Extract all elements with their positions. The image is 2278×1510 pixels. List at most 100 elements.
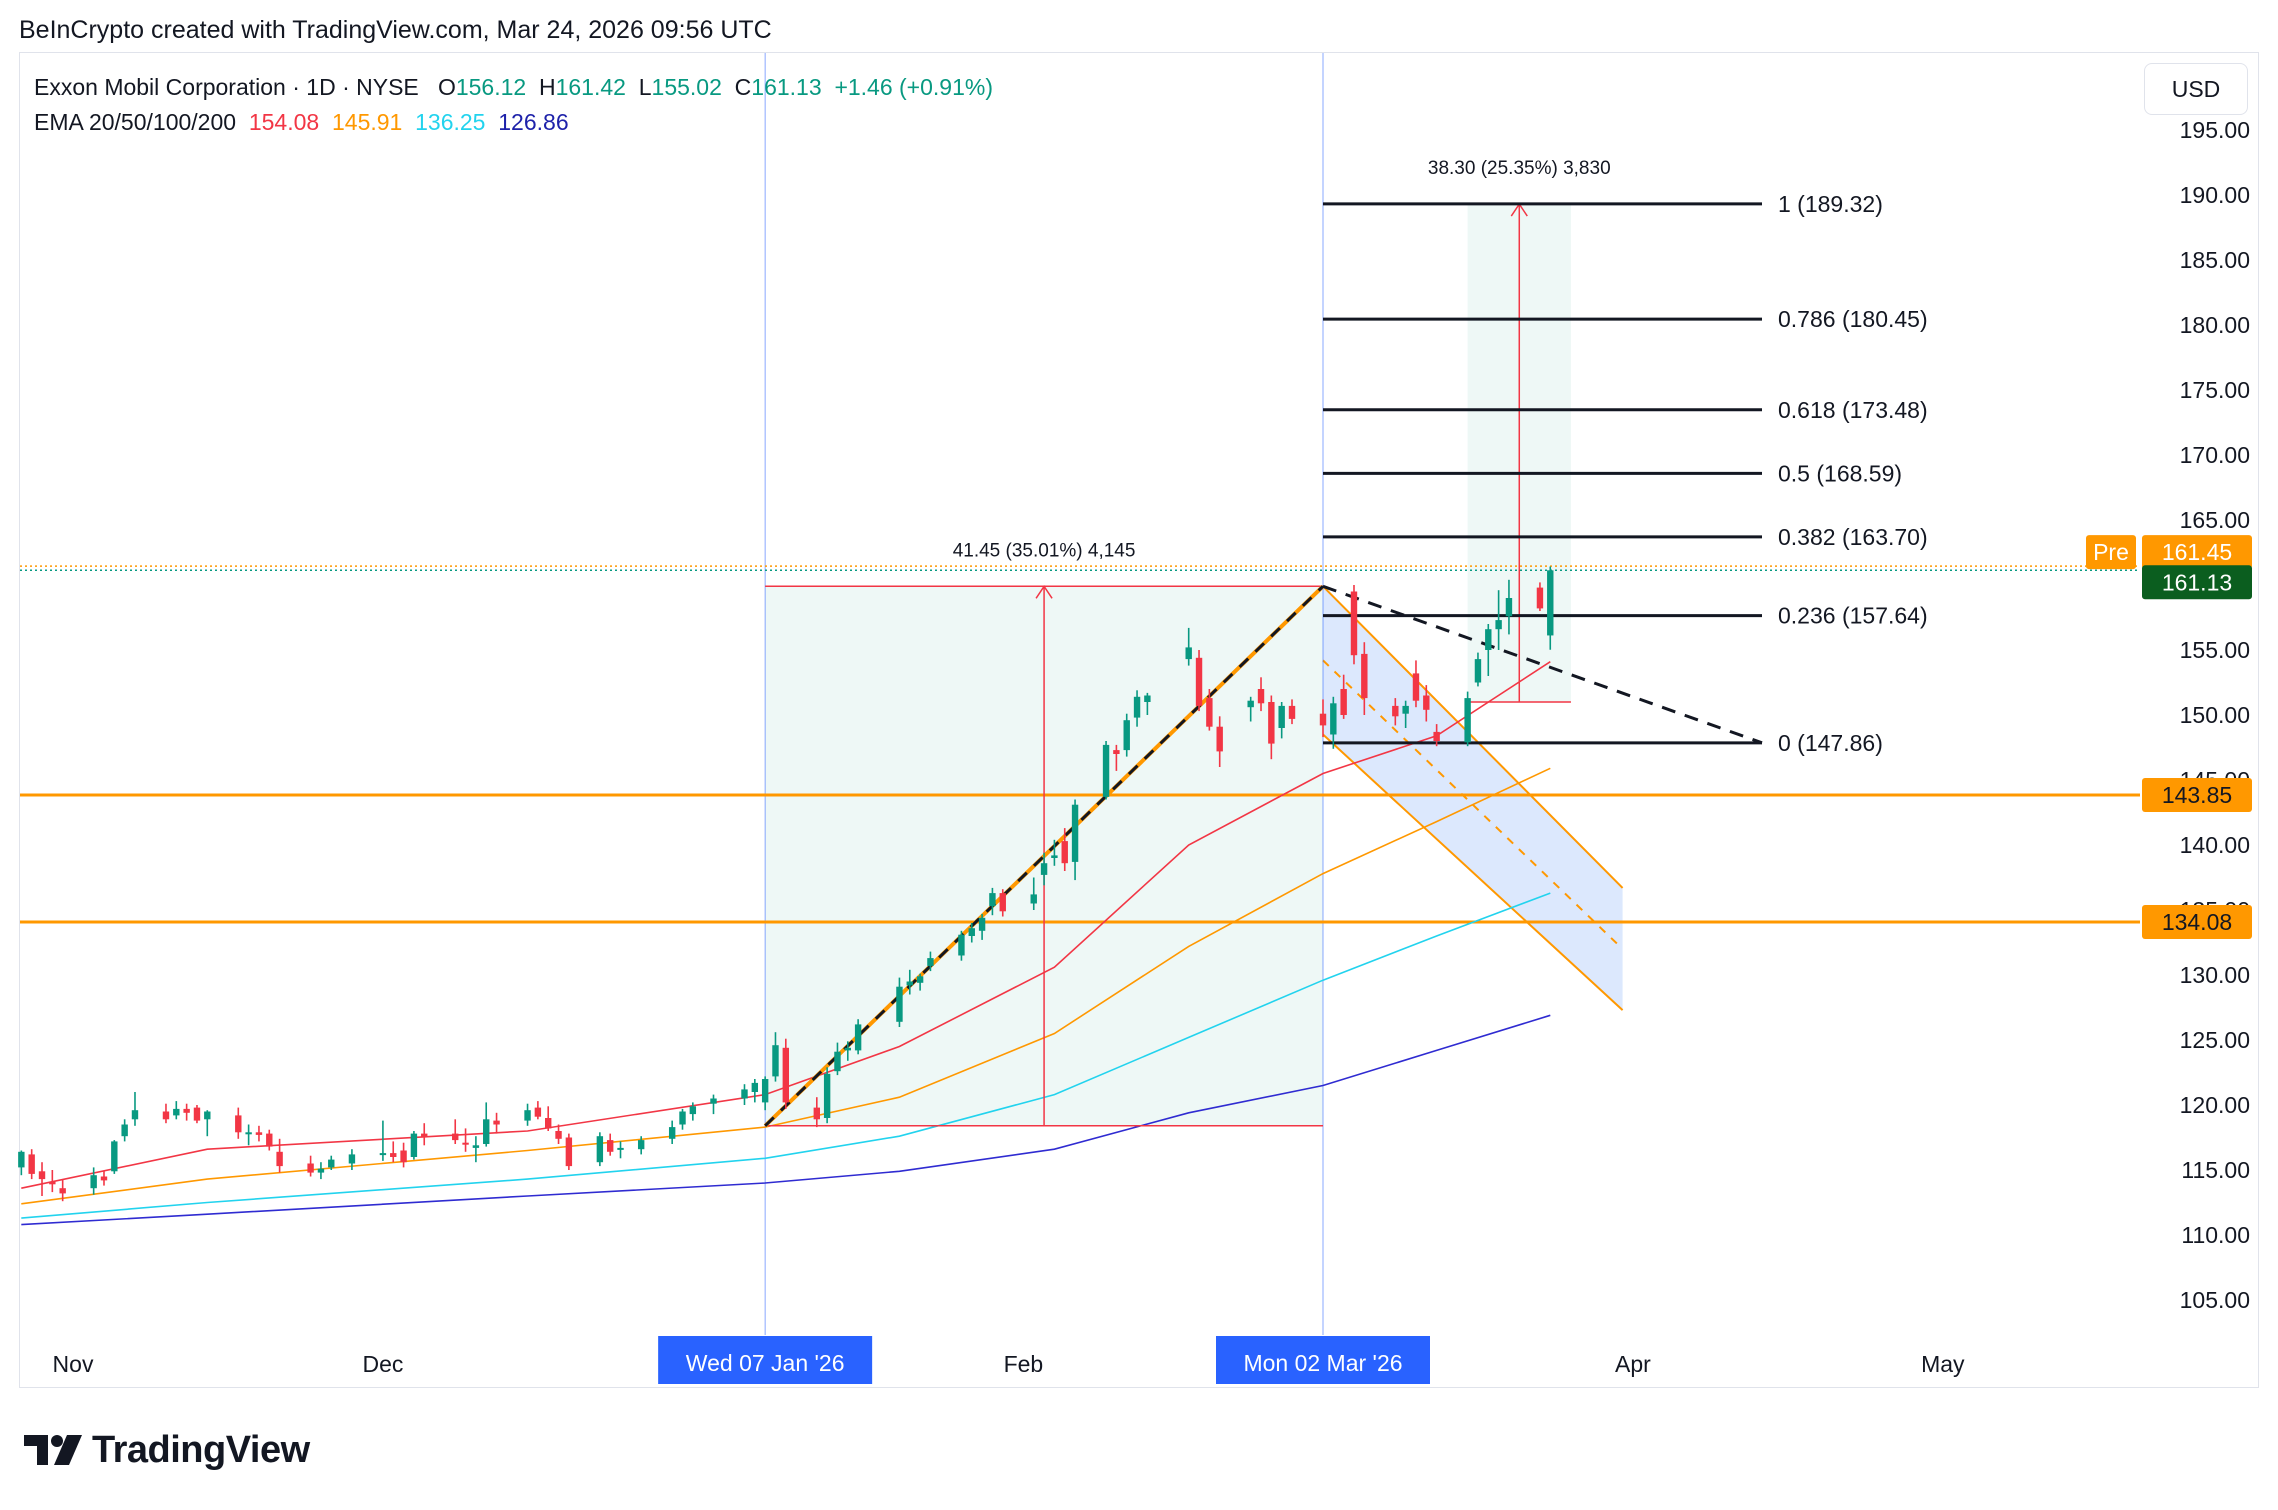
candle-body bbox=[348, 1154, 356, 1164]
candle-body bbox=[1474, 659, 1482, 683]
candle-body bbox=[1123, 720, 1130, 751]
brand-name: TradingView bbox=[92, 1428, 310, 1471]
candle-body bbox=[751, 1082, 759, 1092]
candle-body bbox=[1278, 705, 1285, 728]
candle-body bbox=[1536, 587, 1544, 609]
open-label: O bbox=[437, 74, 456, 100]
premarket-badge bbox=[2086, 535, 2136, 570]
candle-body bbox=[989, 893, 996, 907]
candle-body bbox=[1030, 894, 1037, 904]
candle-body bbox=[1412, 673, 1420, 701]
candle-body bbox=[131, 1110, 139, 1120]
candle-body bbox=[834, 1051, 841, 1072]
y-tick-label: 140.00 bbox=[2180, 832, 2250, 858]
candle-body bbox=[1392, 705, 1399, 717]
candle-body bbox=[235, 1115, 242, 1133]
candle-body bbox=[968, 928, 975, 936]
candle-body bbox=[1102, 744, 1110, 797]
candle-body bbox=[565, 1137, 573, 1167]
high-value: 161.42 bbox=[555, 74, 626, 100]
symbol-label: Exxon Mobil Corporation · 1D · NYSE bbox=[34, 74, 419, 100]
ema50-value: 145.91 bbox=[331, 109, 403, 135]
candle-body bbox=[390, 1153, 397, 1157]
fib-level-label-4: 0.382 (163.70) bbox=[1778, 524, 1928, 550]
chart-frame bbox=[19, 52, 2259, 1388]
candle-body bbox=[927, 958, 934, 966]
candle-body bbox=[245, 1132, 252, 1135]
candle-body bbox=[121, 1124, 128, 1137]
measure-label-0: 41.45 (35.01%) 4,145 bbox=[953, 540, 1136, 561]
support-price-tag-0 bbox=[2142, 777, 2252, 812]
candle-body bbox=[1061, 841, 1068, 864]
candle-body bbox=[545, 1118, 552, 1129]
candle-body bbox=[844, 1047, 851, 1051]
open-value: 156.12 bbox=[455, 74, 527, 100]
y-tick-label: 170.00 bbox=[2180, 442, 2250, 468]
candle-body bbox=[1340, 689, 1347, 715]
candle-body bbox=[1113, 750, 1120, 754]
candle-body bbox=[1361, 653, 1368, 699]
y-tick-label: 150.00 bbox=[2180, 702, 2250, 728]
y-tick-label: 120.00 bbox=[2180, 1092, 2250, 1118]
candle-body bbox=[462, 1142, 469, 1145]
candle-body bbox=[204, 1111, 211, 1120]
candle-body bbox=[307, 1163, 314, 1173]
candle-body bbox=[452, 1133, 459, 1141]
candle-body bbox=[183, 1108, 190, 1113]
ema100-value: 136.25 bbox=[415, 109, 486, 135]
candle-body bbox=[1195, 657, 1203, 706]
descending-channel-fill bbox=[1323, 586, 1623, 1011]
candle-body bbox=[193, 1107, 201, 1121]
x-tick-label: May bbox=[1921, 1351, 1965, 1377]
candle-body bbox=[276, 1151, 283, 1167]
candle-body bbox=[1423, 695, 1430, 710]
premarket-badge-label: Pre bbox=[2093, 539, 2129, 565]
last-price-label: 161.13 bbox=[2162, 569, 2232, 595]
candle-body bbox=[555, 1131, 562, 1139]
ema-line-0 bbox=[21, 661, 1551, 1189]
price-chart[interactable]: 195.00 190.00 185.00 180.00 175.00 170.00 165.… bbox=[0, 0, 2278, 1400]
low-value: 155.02 bbox=[651, 74, 722, 100]
candle-body bbox=[1257, 689, 1265, 704]
impulse-dashed-line bbox=[764, 585, 1325, 1127]
candle-body bbox=[1319, 713, 1327, 726]
candle-body bbox=[896, 986, 903, 1022]
candle-body bbox=[524, 1110, 531, 1121]
y-tick-label: 175.00 bbox=[2180, 377, 2250, 403]
candle-body bbox=[421, 1133, 428, 1138]
candle-body bbox=[1216, 726, 1223, 752]
retracement-dashed-line bbox=[1322, 584, 1763, 745]
y-tick-label: 165.00 bbox=[2180, 507, 2250, 533]
candle-body bbox=[1464, 698, 1471, 743]
y-tick-label: 110.00 bbox=[2181, 1222, 2250, 1248]
high-label: H bbox=[538, 74, 556, 100]
candle-body bbox=[1505, 598, 1513, 617]
candle-body bbox=[400, 1150, 407, 1163]
candle-body bbox=[328, 1159, 335, 1168]
candle-body bbox=[111, 1141, 118, 1172]
candle-body bbox=[266, 1133, 273, 1147]
channel-lower-line bbox=[1322, 733, 1624, 1011]
chart-legend: Exxon Mobil Corporation · 1D · NYSE O156… bbox=[34, 70, 993, 140]
candle-body bbox=[28, 1154, 35, 1174]
candle-body bbox=[617, 1147, 624, 1150]
ema-label: EMA 20/50/100/200 bbox=[34, 109, 237, 135]
candle-body bbox=[1144, 695, 1151, 702]
tradingview-brand: TradingView bbox=[24, 1425, 310, 1475]
candle-body bbox=[761, 1079, 769, 1103]
candle-body bbox=[534, 1107, 542, 1117]
candle-body bbox=[100, 1176, 108, 1181]
candle-body bbox=[1495, 620, 1502, 630]
low-label: L bbox=[638, 74, 652, 100]
ema-line-3 bbox=[21, 1014, 1551, 1226]
candle-body bbox=[1485, 629, 1492, 650]
support-price-tag-1 bbox=[2142, 904, 2252, 939]
y-tick-label: 195.00 bbox=[2180, 117, 2250, 143]
date-marker-tag-0 bbox=[658, 1336, 873, 1384]
date-marker-label-0: Wed 07 Jan '26 bbox=[686, 1350, 845, 1376]
candle-body bbox=[596, 1136, 604, 1163]
currency-button[interactable]: USD bbox=[2144, 63, 2248, 115]
candle-body bbox=[823, 1073, 831, 1118]
candle-body bbox=[1051, 855, 1058, 858]
channel-mid-line bbox=[1322, 659, 1624, 950]
